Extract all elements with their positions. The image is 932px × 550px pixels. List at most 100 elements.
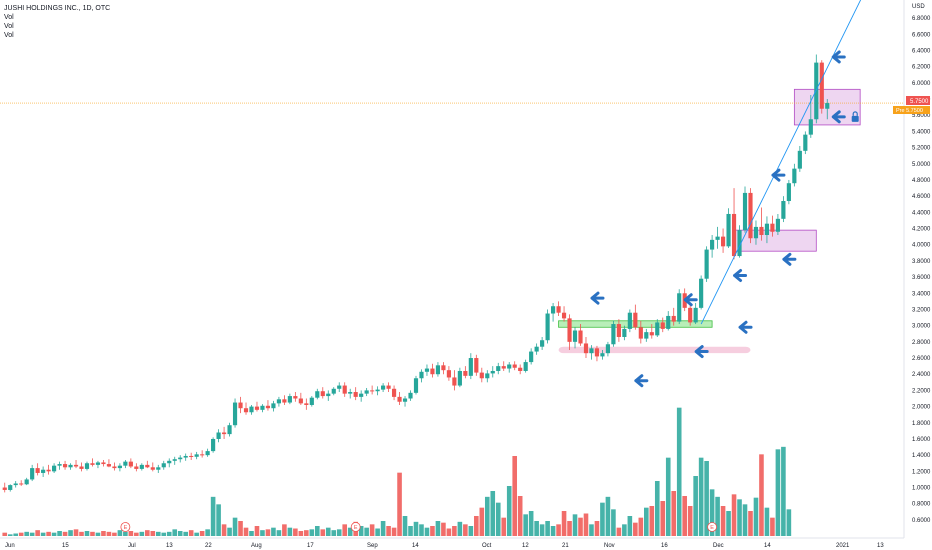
candle-body <box>320 391 325 397</box>
price-tick-label: 2.6000 <box>912 356 931 362</box>
earnings-marker-label: E <box>124 525 128 531</box>
volume-bar <box>419 524 424 536</box>
candle-body <box>364 390 369 394</box>
price-tick-label: 6.8000 <box>912 16 931 22</box>
candle-body <box>616 324 621 337</box>
candle-body <box>649 332 654 336</box>
candle-body <box>496 366 501 371</box>
price-tick-label: 3.8000 <box>912 259 931 265</box>
price-tick-label: 3.6000 <box>912 275 931 281</box>
volume-bar <box>424 527 430 536</box>
candle-body <box>775 218 780 232</box>
volume-bar <box>649 506 655 536</box>
volume-bar <box>24 531 29 536</box>
candle-body <box>825 103 830 109</box>
symbol-title[interactable]: JUSHI HOLDINGS INC., 1D, OTC <box>4 5 111 12</box>
candle-body <box>578 330 583 344</box>
candle-body <box>271 403 276 409</box>
price-tick-label: 4.6000 <box>912 194 931 200</box>
candle-body <box>326 393 331 397</box>
volume-bar <box>260 530 265 536</box>
volume-bar <box>375 528 380 536</box>
candle-body <box>441 365 446 371</box>
volume-bar <box>79 531 84 536</box>
volume-bar <box>194 532 199 536</box>
candle-body <box>561 312 567 319</box>
candle-body <box>221 432 227 435</box>
volume-bar <box>68 530 73 536</box>
candle-body <box>134 466 139 469</box>
candle-body <box>381 385 386 390</box>
time-tick-label: Jul <box>128 543 136 549</box>
volume-bar <box>408 526 413 536</box>
candle-body <box>167 460 172 464</box>
volume-bar <box>545 521 550 536</box>
volume-bar <box>660 501 666 536</box>
volume-bar <box>139 531 145 536</box>
candle-body <box>622 328 627 337</box>
volume-legend-1[interactable]: Vol <box>4 14 14 21</box>
candle-body <box>479 372 484 379</box>
volume-bar <box>304 530 309 536</box>
volume-bar <box>265 529 271 536</box>
time-tick-label: Sep <box>367 543 378 549</box>
candle-body <box>485 373 490 379</box>
volume-bar <box>495 502 501 536</box>
volume-bar <box>567 521 572 536</box>
volume-bar <box>95 532 101 536</box>
volume-bar <box>523 514 528 536</box>
candle-body <box>309 397 314 405</box>
volume-bar <box>633 522 638 536</box>
candle-body <box>627 312 632 329</box>
time-tick-label: 21 <box>562 543 569 549</box>
volume-bar <box>600 502 605 536</box>
candle-body <box>287 396 292 403</box>
candle-body <box>2 487 7 490</box>
volume-bar <box>386 526 391 536</box>
volume-legend-3[interactable]: Vol <box>4 32 14 39</box>
candle-body <box>430 368 435 375</box>
price-axis[interactable]: 6.80006.60006.40006.20006.00005.80005.60… <box>912 16 931 524</box>
volume-bar <box>84 531 90 536</box>
candle-body <box>24 479 29 485</box>
volume-bar <box>726 511 731 536</box>
candle-body <box>386 385 391 389</box>
candle-body <box>298 398 303 404</box>
candle-body <box>764 223 770 236</box>
candle-body <box>337 385 342 389</box>
volume-bar <box>556 524 561 536</box>
volume-bar <box>781 446 786 536</box>
candle-body <box>189 455 194 457</box>
zone-box-purple <box>733 229 817 252</box>
volume-bar <box>249 531 254 536</box>
price-tick-label: 3.0000 <box>912 324 931 330</box>
time-tick-label: 16 <box>661 543 668 549</box>
candle-body <box>589 348 594 354</box>
candle-body <box>792 168 797 184</box>
candle-body <box>353 392 358 397</box>
time-tick-label: 12 <box>522 543 529 549</box>
volume-legend-2[interactable]: Vol <box>4 23 14 30</box>
volume-bar <box>314 526 320 536</box>
candle-body <box>73 464 79 467</box>
candle-body <box>572 330 578 342</box>
time-tick-label: 17 <box>307 543 314 549</box>
volume-bar <box>517 496 523 536</box>
candle-body <box>375 389 380 392</box>
candle-body <box>518 367 523 371</box>
candle-body <box>583 343 589 354</box>
candle-body <box>282 399 287 403</box>
volume-bar <box>764 507 770 536</box>
price-tick-label: 2.0000 <box>912 405 931 411</box>
time-axis[interactable]: Jun 15 Jul 13 22 Aug 17 Sep 14 Oct 12 21 Nov 16 Dec 14 2… <box>5 543 884 549</box>
price-tick-label: 3.4000 <box>912 291 931 297</box>
candle-body <box>315 391 320 398</box>
volume-bar <box>216 504 221 536</box>
volume-bar <box>676 407 682 536</box>
volume-bar <box>2 532 8 536</box>
volume-bar <box>172 529 178 536</box>
candle-body <box>254 406 260 410</box>
candle-body <box>463 370 468 376</box>
volume-bar <box>35 530 40 536</box>
